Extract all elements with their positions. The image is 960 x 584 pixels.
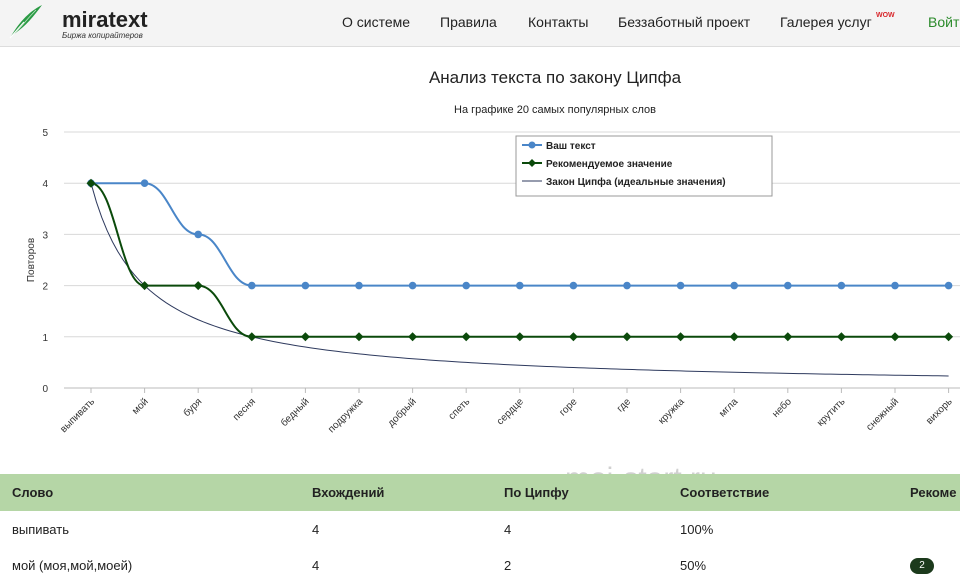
- x-tick-label: горе: [558, 396, 580, 418]
- y-tick-label: 3: [42, 230, 48, 241]
- data-point-your-text: [301, 281, 310, 290]
- legend-box: [515, 135, 773, 197]
- data-point-recommended: [247, 332, 257, 342]
- chart-subtitle: На графике 20 самых популярных слов: [454, 104, 656, 116]
- series-line-zipf: [90, 183, 949, 377]
- data-point-recommended: [568, 332, 578, 342]
- chart-title: Анализ текста по закону Ципфа: [428, 68, 682, 87]
- x-tick-label: крутить: [815, 396, 847, 428]
- data-point-recommended: [354, 332, 364, 342]
- data-point-your-text: [944, 281, 953, 290]
- data-point-recommended: [622, 332, 632, 342]
- data-point-recommended: [729, 332, 739, 342]
- wow-badge: WOW: [876, 12, 895, 19]
- cell-match: 100%: [680, 522, 714, 537]
- x-tick-label: небо: [770, 395, 795, 420]
- cell-count: 4: [312, 522, 320, 537]
- column-header-zipf[interactable]: По Ципфу: [504, 485, 569, 500]
- x-tick-label: кружка: [656, 396, 687, 427]
- x-tick-label: где: [615, 396, 633, 414]
- data-point-your-text: [676, 281, 685, 290]
- logo-name[interactable]: miratext: [62, 7, 148, 32]
- data-point-recommended: [890, 332, 900, 342]
- data-point-recommended: [408, 332, 418, 342]
- x-tick-label: мой: [130, 396, 151, 417]
- table-row: мой (моя,мой,моей) 4 2 50% 2: [0, 548, 960, 584]
- y-tick-label: 1: [42, 333, 48, 344]
- data-point-your-text: [462, 281, 471, 290]
- data-point-your-text: [730, 281, 738, 290]
- data-point-recommended: [836, 332, 846, 342]
- logo-tagline: Биржа копирайтеров: [62, 31, 143, 40]
- x-tick-label: снежный: [864, 396, 901, 433]
- data-point-your-text: [355, 281, 363, 290]
- data-point-your-text: [408, 281, 417, 290]
- y-tick-label: 5: [42, 128, 48, 139]
- nav-item-carefree-project[interactable]: Беззаботный проект: [618, 14, 751, 30]
- legend-recommended-marker: [528, 159, 536, 167]
- nav-item-rules[interactable]: Правила: [440, 14, 497, 30]
- x-tick-label: бедный: [278, 396, 311, 429]
- column-header-recommended[interactable]: Рекоме: [910, 485, 957, 500]
- data-point-your-text: [837, 281, 846, 290]
- series-line-recommended: [90, 182, 949, 338]
- data-point-your-text: [891, 281, 899, 290]
- data-point-recommended: [140, 281, 150, 291]
- data-point-your-text: [516, 281, 524, 290]
- column-header-count[interactable]: Вхождений: [312, 485, 385, 500]
- x-tick-label: вихорь: [924, 396, 954, 426]
- data-point-your-text: [623, 281, 631, 290]
- y-tick-label: 0: [42, 384, 48, 395]
- data-point-your-text: [140, 179, 149, 187]
- series-line-your-text: [91, 182, 949, 287]
- data-point-recommended: [193, 281, 203, 291]
- feather-logo-icon[interactable]: [4, 2, 44, 42]
- y-tick-label: 2: [42, 282, 48, 293]
- x-tick-label: песня: [231, 396, 258, 423]
- data-point-recommended: [461, 332, 471, 342]
- data-point-recommended: [944, 332, 954, 342]
- nav-item-services-gallery[interactable]: Галерея услуг: [780, 14, 872, 30]
- table-header: Слово Вхождений По Ципфу Соответствие Ре…: [0, 474, 960, 511]
- data-point-recommended: [300, 332, 310, 342]
- x-tick-label: выпивать: [58, 396, 97, 435]
- y-tick-label: 4: [42, 179, 48, 190]
- legend-recommended-label: Рекомендуемое значение: [546, 159, 673, 170]
- x-tick-label: спеть: [447, 396, 473, 422]
- site-header: miratext Биржа копирайтеров О системе Пр…: [0, 0, 960, 47]
- y-axis-label: Повторов: [26, 238, 37, 282]
- data-point-your-text: [248, 281, 256, 290]
- column-header-match[interactable]: Соответствие: [680, 485, 770, 500]
- legend-your-text-label: Ваш текст: [546, 141, 596, 152]
- x-tick-label: добрый: [385, 396, 419, 430]
- x-tick-label: мгла: [717, 396, 740, 419]
- table-row: выпивать 4 4 100%: [0, 512, 960, 549]
- zipf-line-chart: 0 1 2 3 4 5 Повторов выпивать мой буря песня бедный…: [26, 128, 960, 435]
- recommendation-badge[interactable]: 2: [910, 558, 934, 574]
- x-tick-label: буря: [181, 396, 205, 420]
- legend-zipf-label: Закон Ципфа (идеальные значения): [546, 176, 726, 188]
- data-point-recommended: [86, 178, 96, 188]
- nav-item-contacts[interactable]: Контакты: [528, 14, 589, 30]
- data-point-recommended: [676, 332, 686, 342]
- column-header-word[interactable]: Слово: [12, 485, 54, 500]
- data-point-your-text: [784, 281, 792, 290]
- cell-zipf: 4: [504, 522, 512, 537]
- data-point-recommended: [515, 332, 525, 342]
- nav-item-about[interactable]: О системе: [342, 14, 411, 30]
- cell-word: выпивать: [12, 522, 69, 537]
- data-point-your-text: [194, 230, 202, 239]
- x-tick-label: сердце: [495, 396, 526, 427]
- nav-item-login[interactable]: Войти: [928, 14, 960, 30]
- data-point-recommended: [783, 332, 793, 342]
- data-point-your-text: [569, 281, 578, 290]
- x-tick-label: подружка: [326, 396, 365, 435]
- legend-your-text-marker: [528, 141, 536, 149]
